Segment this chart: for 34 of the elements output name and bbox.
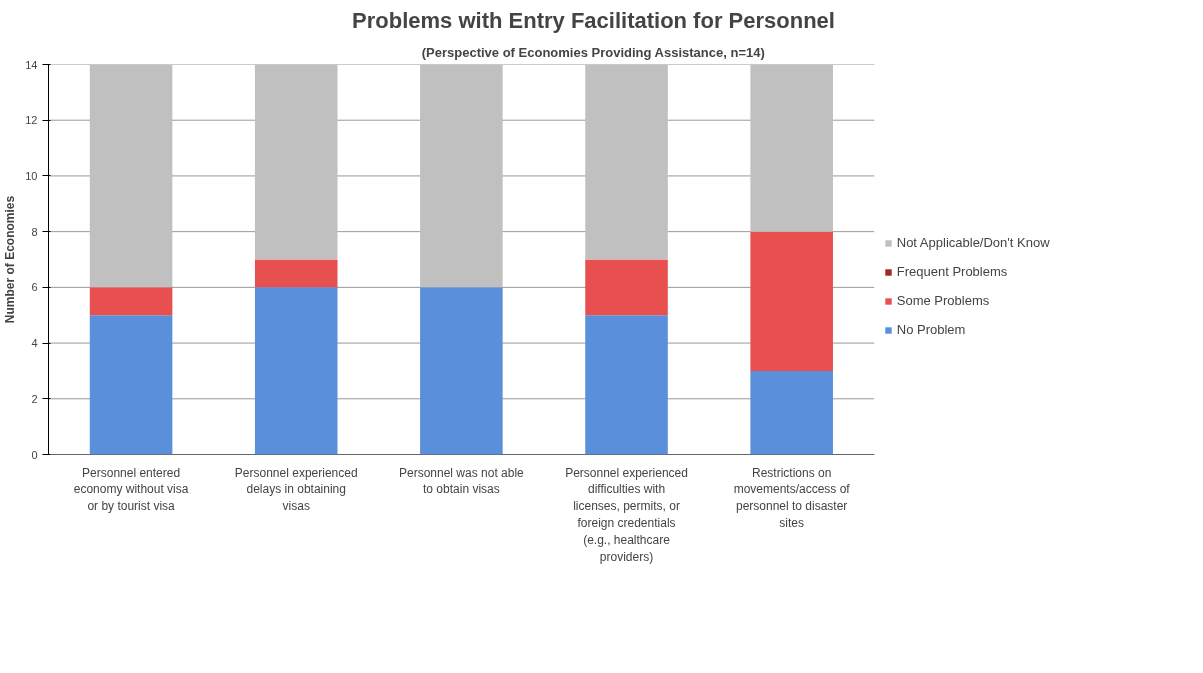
bar: [89, 287, 173, 316]
y-tick-label: 14: [25, 58, 38, 71]
bar: [254, 287, 338, 455]
y-tick-label: 8: [31, 225, 38, 238]
bar: [420, 287, 503, 455]
y-axis-title: Number of Economies: [3, 195, 18, 324]
y-tick-label: 4: [31, 337, 38, 350]
x-tick-label: Personnel experienced difficulties with licenses, permits, or foreign credentials (e.g., healthcare providers): [565, 465, 688, 564]
bar: [254, 259, 338, 288]
x-tick-label: Personnel entered economy without visa or by tourist visa: [73, 465, 189, 514]
legend-label: Some Problems: [896, 293, 990, 308]
chart-subtitle: (Perspective of Economies Providing Assistance, n=14): [421, 44, 765, 60]
chart-title: Problems with Entry Facilitation for Personnel: [352, 7, 835, 33]
y-tick-label: 12: [25, 114, 38, 127]
y-tick-label: 10: [25, 169, 38, 182]
x-tick-label: Personnel experienced delays in obtaining visas: [234, 465, 358, 514]
legend-label: Frequent Problems: [896, 264, 1008, 279]
bar: [420, 64, 503, 288]
x-tick-label: Restrictions on movements/access of personnel to disaster sites: [733, 465, 851, 530]
bar: [585, 315, 668, 455]
y-tick-label: 2: [31, 392, 38, 405]
bar: [750, 370, 833, 455]
legend-label: No Problem: [896, 322, 966, 337]
y-tick-label: 6: [31, 281, 38, 294]
bar: [89, 315, 173, 455]
bar: [89, 64, 173, 288]
bar: [750, 231, 833, 371]
bar: [750, 64, 833, 232]
x-tick-label: Personnel was not able to obtain visas: [399, 465, 525, 497]
y-tick-label: 0: [31, 448, 38, 461]
bar: [254, 64, 338, 260]
bar: [585, 259, 668, 316]
bar: [585, 64, 668, 260]
legend-label: Not Applicable/Don't Know: [896, 235, 1050, 250]
